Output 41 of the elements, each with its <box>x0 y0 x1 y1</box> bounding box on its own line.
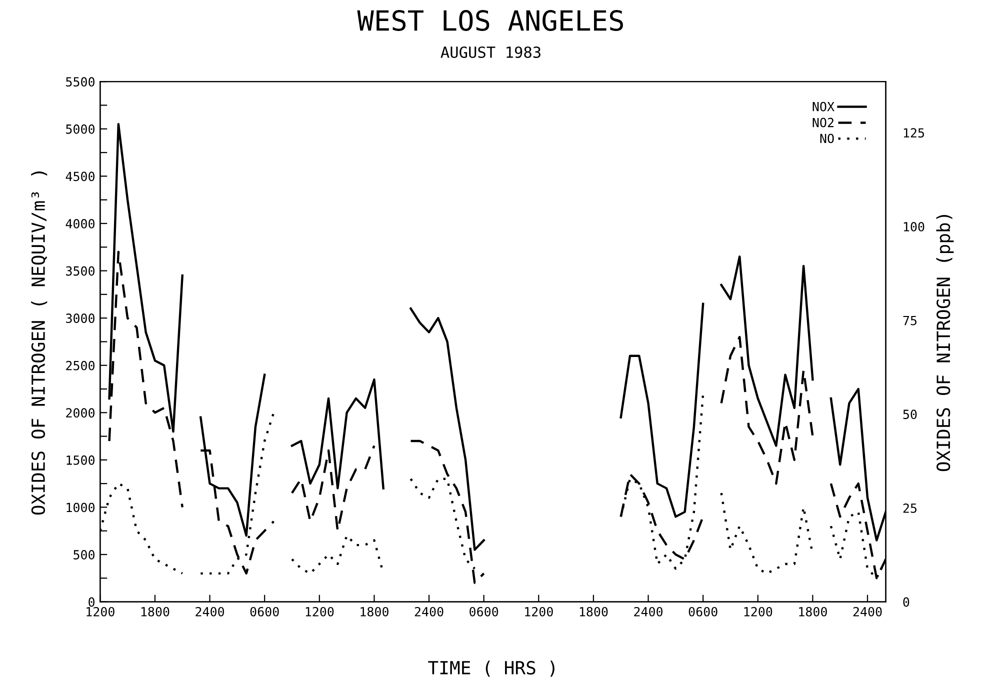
y-tick-label: 4000 <box>66 218 94 228</box>
legend-label: NO2 <box>812 118 834 128</box>
y-tick-label: 0 <box>88 597 94 607</box>
x-tick-label: 1800 <box>141 606 170 616</box>
x-tick-label: 1200 <box>525 606 553 616</box>
y2-tick-label: 0 <box>903 597 910 607</box>
y-tick-label: 2500 <box>66 360 94 370</box>
x-tick-label: 1800 <box>580 606 608 616</box>
x-tick-label: 2400 <box>414 606 444 616</box>
x-tick-label: 0600 <box>470 606 498 616</box>
x-tick-label: 0600 <box>250 606 279 616</box>
y2-tick-label: 50 <box>903 410 917 420</box>
x-tick-label: 1800 <box>799 606 827 616</box>
y-tick-label: 500 <box>74 550 94 560</box>
y-tick-label: 1500 <box>66 455 94 465</box>
y-tick-label: 1000 <box>66 502 94 512</box>
x-tick-label: 1800 <box>360 606 388 616</box>
y2-tick-label: 100 <box>904 222 924 232</box>
y-tick-label: 3000 <box>66 314 94 324</box>
chart-title: WEST LOS ANGELES <box>357 10 623 31</box>
x-axis-title: TIME ( HRS ) <box>428 660 554 677</box>
chart-subtitle: AUGUST 1983 <box>440 46 540 58</box>
x-tick-label: 2400 <box>196 606 224 616</box>
y2-axis-title: OXIDES OF NITROGEN (ppb) <box>936 215 954 472</box>
y-tick-label: 2000 <box>66 408 94 418</box>
y-axis-title: OXIDES OF NITROGEN ( NEQUIV/m³ ) <box>31 172 48 515</box>
y2-tick-label: 25 <box>903 503 916 513</box>
legend-label: NO <box>820 134 834 144</box>
legend-label: NOX <box>812 102 834 112</box>
y-tick-label: 4500 <box>66 172 94 182</box>
y-tick-label: 5500 <box>66 77 94 87</box>
x-tick-label: 1200 <box>306 606 334 616</box>
y2-tick-label: 125 <box>904 128 924 138</box>
x-tick-label: 1200 <box>744 606 772 616</box>
y2-tick-label: 75 <box>903 316 916 326</box>
x-tick-label: 2400 <box>853 606 882 616</box>
y-tick-label: 3500 <box>66 266 94 276</box>
x-tick-label: 0600 <box>688 606 718 616</box>
x-tick-label: 1200 <box>86 606 114 616</box>
x-tick-label: 2400 <box>634 606 662 616</box>
y-tick-label: 5000 <box>66 124 94 134</box>
